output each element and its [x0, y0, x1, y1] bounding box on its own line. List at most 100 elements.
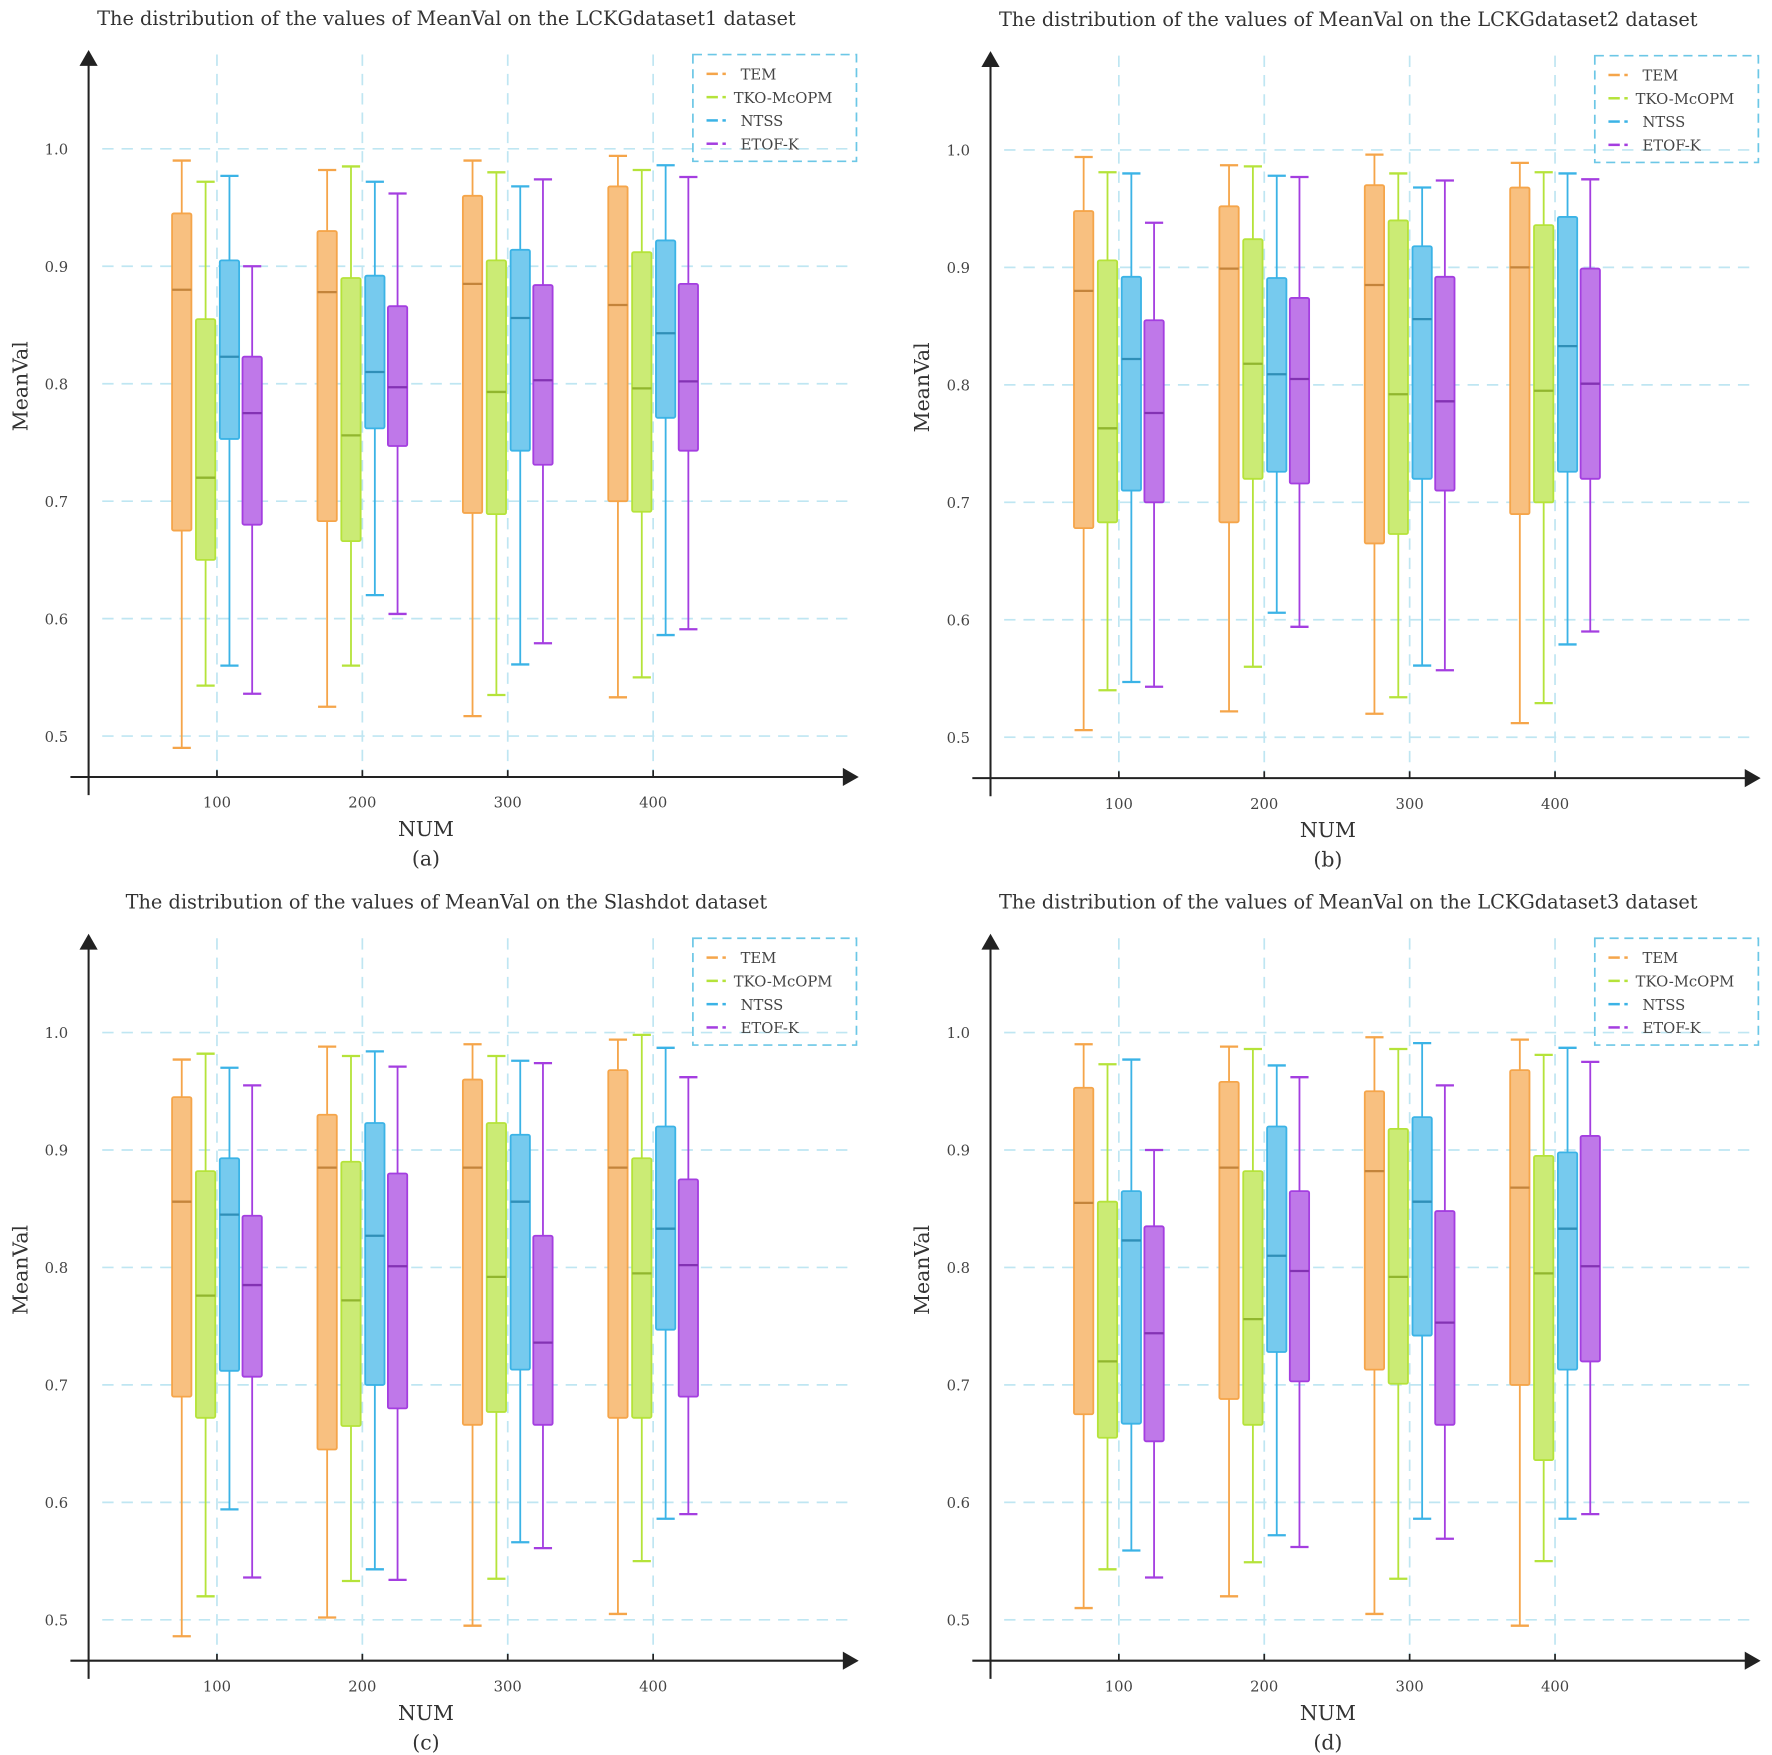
chart-title: The distribution of the values of MeanVa… — [97, 7, 796, 30]
x-tick-label: 400 — [639, 1678, 667, 1695]
box-iqr — [1556, 1151, 1579, 1371]
y-tick-label: 1.0 — [947, 1025, 970, 1042]
x-tick-label: 100 — [203, 795, 231, 812]
box-iqr — [631, 1157, 653, 1419]
series-tem — [171, 154, 629, 749]
x-axis-arrow-icon — [1744, 769, 1761, 788]
legend-label: TEM — [1643, 950, 1679, 967]
box-iqr — [171, 1096, 193, 1398]
box-iqr — [677, 282, 699, 452]
y-tick-label: 0.7 — [947, 495, 970, 512]
legend-label: TKO-McOPM — [1636, 91, 1735, 108]
box-iqr — [631, 251, 653, 513]
y-tick-label: 0.5 — [45, 729, 68, 746]
legend: TEM TKO-McOPM NTSS ETOF-K — [1593, 937, 1760, 1046]
x-tick-label: 400 — [1541, 796, 1569, 813]
box-iqr — [1363, 1090, 1385, 1371]
box-iqr — [1073, 210, 1095, 530]
x-tick-label: 400 — [639, 795, 667, 812]
x-axis-arrow-icon — [842, 767, 859, 787]
legend: TEM TKO-McOPM NTSS ETOF-K — [692, 53, 858, 163]
box-iqr — [1218, 205, 1240, 524]
series-tko-mcopm — [1096, 165, 1555, 705]
y-tick-label: 1.0 — [45, 1025, 68, 1042]
legend-label: TEM — [741, 67, 777, 84]
series-tko-mcopm — [1096, 1047, 1555, 1580]
y-tick-label: 0.7 — [45, 1378, 68, 1395]
legend-label: NTSS — [1643, 997, 1686, 1014]
box-iqr — [607, 1069, 629, 1419]
box-iqr — [509, 1133, 531, 1371]
x-axis-label: NUM — [398, 1701, 454, 1725]
legend-label: ETOF-K — [1643, 138, 1702, 155]
box-iqr — [1073, 1086, 1095, 1416]
panel-caption: (a) — [412, 847, 440, 871]
box-iqr — [1579, 1134, 1601, 1363]
y-tick-label: 0.6 — [947, 1495, 970, 1512]
series-tem — [1073, 1036, 1531, 1627]
series-tko-mcopm — [195, 1033, 653, 1598]
series-etof-k — [1143, 1060, 1601, 1579]
x-tick-label: 100 — [1105, 796, 1133, 813]
box-iqr — [1533, 224, 1555, 504]
box-iqr — [364, 274, 386, 430]
series-ntss — [1120, 1041, 1579, 1552]
box-iqr — [1120, 1190, 1142, 1425]
x-axis-label: NUM — [1300, 818, 1356, 842]
panel-caption: (c) — [412, 1730, 439, 1754]
legend-label: TEM — [741, 950, 777, 967]
box-iqr — [485, 1122, 507, 1413]
series-ntss — [218, 1046, 677, 1571]
box-iqr — [532, 284, 554, 466]
y-axis-arrow-icon — [79, 49, 98, 66]
y-tick-label: 0.7 — [45, 494, 68, 511]
box-iqr — [509, 248, 531, 452]
box-iqr — [316, 230, 338, 523]
x-axis-label: NUM — [398, 817, 454, 841]
legend-label: ETOF-K — [1643, 1020, 1702, 1037]
box-iqr — [1096, 1200, 1119, 1439]
box-iqr — [677, 1178, 699, 1398]
box-iqr — [485, 259, 507, 516]
x-tick-label: 300 — [494, 795, 522, 812]
legend-border — [692, 937, 858, 1046]
series-tem — [1073, 153, 1531, 732]
y-tick-label: 0.6 — [45, 1495, 68, 1512]
legend-label: ETOF-K — [741, 136, 800, 153]
x-tick-label: 200 — [1250, 796, 1278, 813]
x-tick-label: 100 — [1105, 1678, 1133, 1695]
legend-border — [1593, 937, 1760, 1046]
legend-border — [692, 53, 858, 163]
y-tick-label: 0.5 — [947, 1612, 970, 1629]
y-tick-label: 0.5 — [45, 1612, 68, 1629]
y-tick-label: 0.8 — [45, 376, 68, 393]
box-iqr — [1120, 275, 1142, 492]
box-iqr — [171, 212, 193, 532]
x-tick-label: 200 — [348, 795, 376, 812]
box-iqr — [1242, 1170, 1264, 1426]
box-iqr — [1363, 184, 1385, 545]
box-iqr — [1509, 186, 1531, 515]
box-iqr — [461, 1078, 484, 1426]
x-axis-arrow-icon — [842, 1651, 859, 1670]
panel-caption: (b) — [1313, 848, 1342, 872]
box-iqr — [387, 1172, 409, 1410]
legend-label: NTSS — [741, 113, 784, 130]
chart-panel-a: The distribution of the values of MeanVa… — [8, 7, 859, 871]
box-iqr — [1218, 1080, 1240, 1400]
box-iqr — [1509, 1069, 1531, 1386]
x-axis-label: NUM — [1300, 1701, 1356, 1725]
y-tick-label: 0.6 — [45, 611, 68, 628]
y-tick-label: 0.8 — [947, 378, 970, 395]
y-axis-label: MeanVal — [8, 341, 32, 431]
box-iqr — [1556, 215, 1579, 473]
series-etof-k — [241, 1061, 699, 1582]
box-iqr — [241, 355, 263, 526]
series-ntss — [1120, 172, 1579, 684]
y-tick-label: 0.6 — [947, 612, 970, 629]
box-iqr — [655, 239, 677, 419]
box-iqr — [241, 1214, 263, 1378]
x-tick-label: 400 — [1541, 1678, 1569, 1695]
y-axis-arrow-icon — [981, 933, 1000, 950]
